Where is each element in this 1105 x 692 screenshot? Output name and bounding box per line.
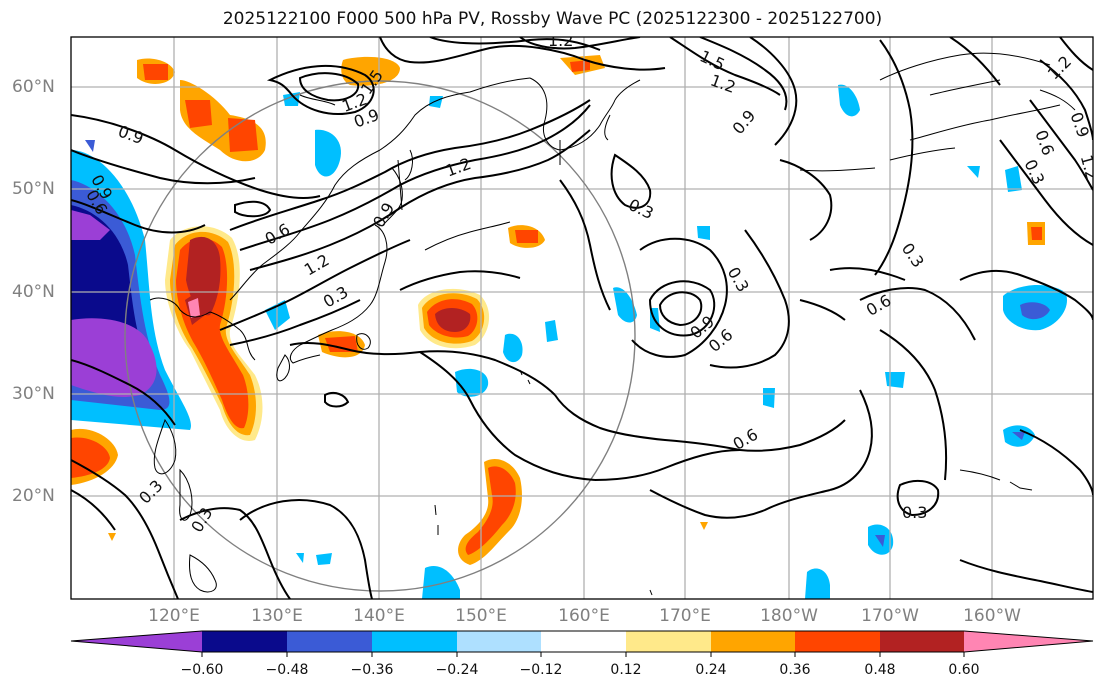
reference-circle	[124, 80, 636, 592]
lon-label: 140°E	[353, 606, 405, 626]
contour-label: 1.2	[1044, 52, 1075, 83]
colorbar-segment	[372, 631, 457, 652]
colorbar-tick-label: −0.36	[350, 662, 394, 678]
lon-label: 170°W	[861, 606, 919, 626]
contour-label: 0.9	[369, 199, 398, 231]
colorbar	[70, 630, 1094, 657]
negative-anomaly-shading	[71, 84, 1068, 599]
colorbar-segment	[202, 631, 287, 652]
lat-label: 60°N	[12, 77, 55, 97]
lat-label: 30°N	[12, 384, 55, 404]
colorbar-segment	[795, 631, 880, 652]
colorbar-segment	[287, 631, 372, 652]
colorbar-tick-label: −0.60	[180, 662, 224, 678]
contour-label: 0.9	[116, 121, 146, 148]
contour-label: 0.9	[1066, 110, 1093, 140]
contour-label: 1.2	[1077, 153, 1102, 183]
lon-label: 180°W	[760, 606, 818, 626]
map-title: 2025122100 F000 500 hPa PV, Rossby Wave …	[222, 9, 883, 29]
colorbar-tick-label: −0.24	[435, 662, 479, 678]
lon-label: 170°E	[659, 606, 711, 626]
colorbar-extend-high	[964, 631, 1093, 652]
lon-label: 130°E	[251, 606, 303, 626]
coastlines	[149, 52, 1076, 596]
colorbar-tick-label: −0.12	[519, 662, 563, 678]
contour-label: 0.3	[1020, 156, 1048, 187]
lat-label: 40°N	[12, 282, 55, 302]
colorbar-tick-label: 0.60	[948, 662, 980, 678]
colorbar-tick-label: −0.48	[265, 662, 309, 678]
colorbar-tick-label: 0.36	[779, 662, 811, 678]
lat-label: 20°N	[12, 486, 55, 506]
contour-label: 1.2	[548, 31, 573, 50]
colorbar-segment	[880, 631, 964, 652]
colorbar-segment	[457, 631, 541, 652]
contour-label: 1.2	[443, 154, 473, 181]
contour-label: 0.3	[626, 195, 657, 223]
map-plot-area: 1.2 1.5 1.2 0.9 1.5 1.2 0.9 1.2 0.6 0.3 …	[71, 31, 1102, 599]
lat-label: 50°N	[12, 179, 55, 199]
colorbar-segment	[711, 631, 795, 652]
lon-label: 160°W	[963, 606, 1021, 626]
contour-label: 0.9	[728, 106, 759, 138]
contour-label: 0.3	[135, 476, 166, 507]
lon-label: 160°E	[558, 606, 610, 626]
lon-label: 120°E	[148, 606, 200, 626]
colorbar-tick-label: 0.48	[864, 662, 896, 678]
plot-frame	[70, 36, 1094, 600]
pv-contours	[71, 37, 1093, 599]
colorbar-tick-label: 0.24	[695, 662, 727, 678]
colorbar-tick-label: 0.12	[610, 662, 642, 678]
colorbar-segment	[626, 631, 711, 652]
colorbar-extend-low	[71, 631, 202, 652]
colorbar-segment	[541, 631, 626, 652]
contour-label: 0.3	[724, 264, 753, 296]
positive-anomaly-shading	[71, 55, 1045, 565]
contour-label: 0.3	[902, 503, 927, 522]
graticule	[71, 37, 1093, 599]
lon-label: 150°E	[455, 606, 507, 626]
contour-label: 0.3	[898, 239, 928, 271]
